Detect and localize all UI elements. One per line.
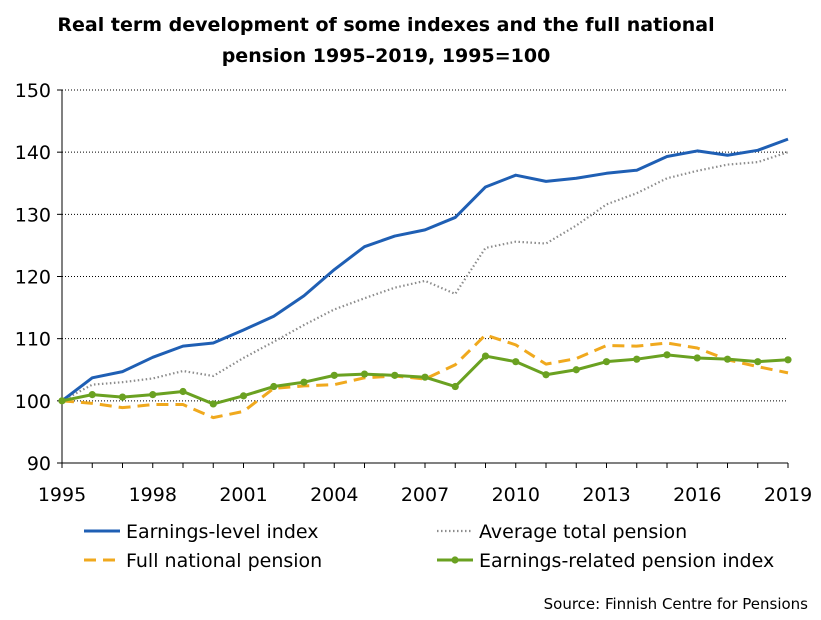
x-tick-label: 2013 — [582, 484, 630, 506]
axes — [57, 89, 789, 468]
legend-label-full-national-pension: Full national pension — [126, 550, 322, 572]
x-tick-label: 2019 — [764, 484, 812, 506]
legend-marker — [451, 556, 459, 564]
legend-label-earnings-level-index: Earnings-level index — [126, 521, 319, 543]
x-tick-label: 2016 — [673, 484, 721, 506]
y-tick-label: 130 — [15, 204, 51, 226]
y-tick-label: 120 — [15, 267, 51, 289]
data-point — [270, 382, 278, 391]
chart-title-line-1: Real term development of some indexes an… — [57, 14, 714, 36]
data-point — [209, 400, 217, 408]
y-tick-label: 150 — [15, 80, 51, 102]
data-point — [602, 358, 611, 366]
data-point — [754, 358, 762, 366]
data-point — [391, 371, 399, 379]
x-tick-label: 2004 — [310, 484, 358, 506]
legend-label-average-total-pension: Average total pension — [479, 521, 687, 543]
series-line-full-national-pension — [61, 333, 789, 420]
series-line-earnings-level-index — [61, 137, 789, 403]
data-point — [360, 370, 369, 378]
data-point — [542, 371, 550, 379]
x-tick-label: 2010 — [492, 484, 540, 506]
data-point — [572, 366, 580, 374]
data-point — [58, 397, 66, 405]
y-tick-label: 90 — [27, 453, 51, 475]
x-tick-label: 1995 — [38, 484, 86, 506]
data-point — [300, 378, 308, 386]
data-point — [179, 387, 187, 396]
legend: Earnings-level index Average total pensio… — [84, 521, 774, 572]
gridlines — [62, 89, 788, 402]
chart-title-line-2: pension 1995–2019, 1995=100 — [222, 45, 551, 67]
data-point — [330, 371, 338, 379]
legend-label-earnings-related-pension-index: Earnings-related pension index — [479, 550, 774, 572]
data-point — [663, 351, 671, 359]
data-point — [633, 355, 641, 363]
data-point — [421, 373, 429, 381]
x-tick-label: 2001 — [219, 484, 267, 506]
x-tick-labels: 1995 1998 2001 2004 2007 2010 2013 2016 2019 — [38, 484, 812, 506]
y-tick-labels: 90 100 110 120 130 140 150 — [15, 80, 51, 475]
data-point — [784, 356, 792, 364]
data-point — [723, 355, 732, 363]
source-note: Source: Finnish Centre for Pensions — [544, 595, 809, 613]
data-point — [88, 391, 96, 399]
y-tick-label: 140 — [15, 142, 51, 164]
data-point — [118, 393, 127, 401]
x-tick-label: 2007 — [401, 484, 449, 506]
x-tick-label: 1998 — [129, 484, 177, 506]
data-point — [512, 358, 520, 366]
data-point — [451, 382, 459, 391]
data-point — [693, 354, 701, 362]
y-tick-label: 110 — [15, 329, 51, 351]
data-point — [481, 352, 490, 360]
data-point — [239, 392, 248, 400]
data-point — [149, 391, 157, 399]
y-tick-label: 100 — [15, 391, 51, 413]
series-lines — [58, 137, 792, 420]
